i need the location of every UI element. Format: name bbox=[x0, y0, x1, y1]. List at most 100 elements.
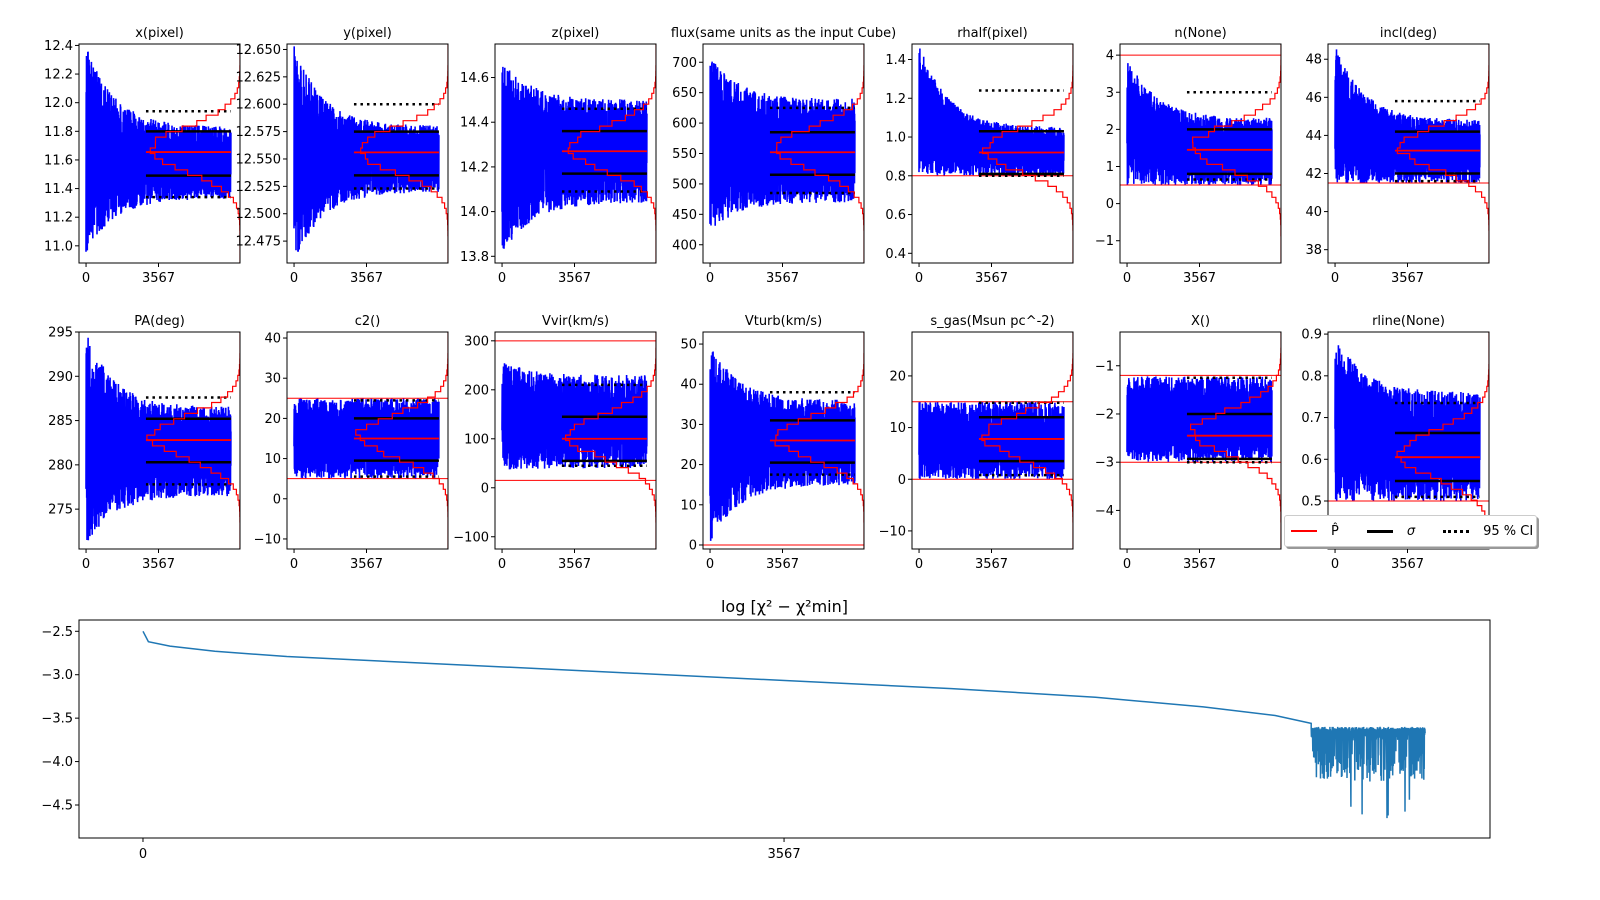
y-tick-label: 20 bbox=[680, 458, 697, 473]
y-tick-label: 30 bbox=[264, 372, 281, 387]
y-tick-label: 14.6 bbox=[460, 71, 489, 86]
y-tick-label: 13.8 bbox=[460, 250, 489, 265]
y-tick-label: 300 bbox=[464, 334, 489, 349]
y-tick-label: 11.8 bbox=[44, 125, 73, 140]
y-tick-label: 11.0 bbox=[44, 239, 73, 254]
plot-area bbox=[1120, 332, 1281, 549]
x-tick-label: 3567 bbox=[142, 557, 175, 572]
y-tick-label: −10 bbox=[879, 524, 906, 539]
subplot-4: flux(same units as the input Cube) 400 450… bbox=[671, 26, 896, 286]
y-tick-label: 12.2 bbox=[44, 68, 73, 83]
legend: P̂ σ 95 % CI bbox=[1284, 515, 1537, 547]
x-tick-label: 3567 bbox=[1391, 271, 1424, 286]
y-tick-label: 38 bbox=[1305, 243, 1322, 258]
legend-item-ci: 95 % CI bbox=[1443, 524, 1533, 539]
plot-area bbox=[703, 332, 864, 549]
x-tick-label: 3567 bbox=[975, 271, 1008, 286]
subplot-title: rline(None) bbox=[1372, 314, 1445, 329]
x-tick-label: 0 bbox=[498, 271, 506, 286]
posterior-histogram bbox=[776, 44, 864, 263]
subplot-8: PA(deg) 275 280 285 290 295 0 3567 bbox=[48, 314, 241, 572]
subplot-title: X() bbox=[1191, 314, 1210, 329]
plot-area bbox=[85, 44, 240, 263]
y-tick-label: 0.9 bbox=[1301, 328, 1322, 343]
y-tick-label: 0.5 bbox=[1301, 495, 1322, 510]
subplot-title: Vvir(km/s) bbox=[542, 314, 609, 329]
posterior-histogram bbox=[149, 44, 240, 263]
y-tick-label: 50 bbox=[680, 338, 697, 353]
y-tick-label: 1.0 bbox=[885, 131, 906, 146]
subplot-11: Vturb(km/s) 0 10 20 30 40 50 0 3567 bbox=[680, 314, 865, 572]
x-tick-label: 0 bbox=[1331, 271, 1339, 286]
subplot-7: incl(deg) 38 40 42 44 46 48 0 3567 bbox=[1305, 26, 1490, 286]
x-tick-label: 0 bbox=[82, 271, 90, 286]
posterior-histogram bbox=[981, 44, 1073, 263]
axes-frame bbox=[286, 331, 449, 550]
x-tick-label: 3567 bbox=[1391, 557, 1424, 572]
y-tick-label: 0 bbox=[689, 538, 697, 553]
posterior-histogram bbox=[1189, 332, 1281, 549]
y-tick-label: 2 bbox=[1106, 123, 1114, 138]
y-tick-label: 20 bbox=[889, 369, 906, 384]
posterior-histogram bbox=[774, 332, 864, 549]
trace-line bbox=[1126, 63, 1273, 186]
y-tick-label: 4 bbox=[1106, 49, 1114, 64]
subplot-title: z(pixel) bbox=[552, 26, 600, 41]
axes-frame bbox=[1327, 331, 1490, 550]
trace-line bbox=[709, 61, 856, 226]
x-tick-label: 0 bbox=[1331, 557, 1339, 572]
posterior-histogram bbox=[355, 332, 448, 549]
y-tick-label: 12.4 bbox=[44, 39, 73, 54]
y-tick-label: 200 bbox=[464, 383, 489, 398]
y-tick-label: 10 bbox=[264, 452, 281, 467]
y-tick-label: 44 bbox=[1305, 129, 1322, 144]
x-tick-label: 0 bbox=[706, 557, 714, 572]
subplot-title: c2() bbox=[355, 314, 381, 329]
legend-swatch-ci bbox=[1443, 529, 1470, 533]
trace-line bbox=[1126, 376, 1273, 463]
y-tick-label: 11.6 bbox=[44, 153, 73, 168]
y-tick-label: 11.2 bbox=[44, 211, 73, 226]
y-tick-label: 0.8 bbox=[885, 169, 906, 184]
chi2-title: log [χ² − χ²min] bbox=[721, 597, 848, 616]
y-tick-label: 0 bbox=[1106, 197, 1114, 212]
plot-area bbox=[287, 332, 448, 549]
x-tick-label: 3567 bbox=[766, 271, 799, 286]
plot-area bbox=[85, 332, 240, 549]
axes-frame bbox=[1327, 43, 1490, 264]
y-tick-label: 1 bbox=[1106, 160, 1114, 175]
trace-line bbox=[709, 351, 856, 541]
x-tick-label: 0 bbox=[290, 271, 298, 286]
subplot-title: y(pixel) bbox=[343, 26, 392, 41]
subplot-9: c2() −10 0 10 20 30 40 0 3567 bbox=[254, 314, 449, 572]
x-tick-label: 3567 bbox=[766, 557, 799, 572]
y-tick-label: 0.7 bbox=[1301, 411, 1322, 426]
posterior-histogram bbox=[1396, 332, 1489, 549]
subplot-10: Vvir(km/s) −100 0 100 200 300 0 3567 bbox=[453, 314, 657, 572]
y-tick-label: 12.600 bbox=[236, 98, 282, 113]
trace-line bbox=[501, 363, 648, 470]
legend-item-sigma: σ bbox=[1366, 524, 1437, 539]
y-tick-label: 700 bbox=[672, 56, 697, 71]
plot-area bbox=[293, 44, 448, 263]
subplot-title: Vturb(km/s) bbox=[745, 314, 822, 329]
x-tick-label: 0 bbox=[1123, 557, 1131, 572]
y-tick-label: 1.4 bbox=[885, 53, 906, 68]
y-tick-label: 3 bbox=[1106, 86, 1114, 101]
x-tick-label: 3567 bbox=[558, 557, 591, 572]
subplot-3: z(pixel) 13.8 14.0 14.2 14.4 14.6 0 3567 bbox=[460, 26, 657, 286]
x-tick-label: 0 bbox=[139, 847, 147, 862]
y-tick-label: 295 bbox=[48, 326, 73, 341]
y-tick-label: −1 bbox=[1095, 359, 1114, 374]
subplot-2: y(pixel) 12.475 12.500 12.525 12.550 12.575 12… bbox=[236, 26, 449, 286]
subplot-14: rline(None) 0.5 0.6 0.7 0.8 0.9 0 3567 bbox=[1301, 314, 1490, 572]
y-tick-label: −100 bbox=[453, 530, 489, 545]
x-tick-label: 3567 bbox=[558, 271, 591, 286]
y-tick-label: 12.650 bbox=[236, 43, 282, 58]
y-tick-label: 40 bbox=[680, 378, 697, 393]
plot-area bbox=[912, 44, 1073, 263]
y-tick-label: −4.5 bbox=[41, 798, 73, 813]
x-tick-label: 3567 bbox=[350, 271, 383, 286]
y-tick-label: 550 bbox=[672, 147, 697, 162]
axes-frame bbox=[78, 619, 1491, 839]
